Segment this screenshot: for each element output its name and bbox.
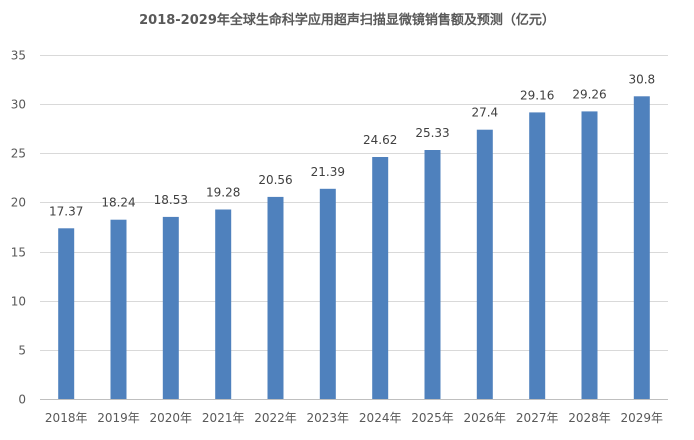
x-tick-label: 2023年	[307, 411, 350, 425]
data-label: 29.26	[572, 87, 606, 101]
bar	[215, 209, 232, 399]
data-label: 19.28	[206, 186, 240, 200]
x-tick-label: 2026年	[464, 411, 507, 425]
gridlines	[40, 55, 668, 400]
data-label: 27.4	[471, 106, 498, 120]
y-axis-ticks: 0 5 10 15 20 25 30 35	[11, 49, 26, 407]
x-tick-label: 2022年	[254, 411, 297, 425]
bar	[319, 188, 336, 399]
bar	[58, 228, 75, 399]
x-tick-label: 2028年	[568, 411, 611, 425]
y-tick-label: 10	[11, 295, 26, 309]
x-tick-label: 2029年	[621, 411, 664, 425]
data-labels: 17.37 18.24 18.53 19.28 20.56 21.39 24.62 25.33…	[49, 72, 655, 218]
data-label: 25.33	[415, 126, 449, 140]
bar	[476, 129, 493, 399]
x-tick-label: 2025年	[411, 411, 454, 425]
x-tick-label: 2020年	[150, 411, 193, 425]
x-axis-ticks: 2018年 2019年 2020年 2021年 2022年 2023年 2024年 2025年…	[45, 411, 663, 425]
data-label: 24.62	[363, 133, 397, 147]
y-tick-label: 35	[11, 49, 26, 63]
data-label: 20.56	[258, 173, 292, 187]
bar	[424, 150, 441, 399]
x-tick-label: 2024年	[359, 411, 402, 425]
data-label: 21.39	[311, 165, 345, 179]
y-tick-label: 30	[11, 98, 26, 112]
bars	[58, 96, 650, 400]
y-tick-label: 5	[18, 344, 26, 358]
data-label: 17.37	[49, 204, 83, 218]
y-tick-label: 20	[11, 196, 26, 210]
x-tick-label: 2019年	[97, 411, 140, 425]
data-label: 30.8	[628, 72, 655, 86]
chart-title: 2018-2029年全球生命科学应用超声扫描显微镜销售额及预测（亿元）	[139, 12, 555, 28]
x-tick-label: 2018年	[45, 411, 88, 425]
y-tick-label: 0	[18, 393, 26, 407]
bar	[372, 157, 389, 399]
bar	[581, 111, 598, 400]
bar	[267, 196, 284, 399]
x-tick-label: 2021年	[202, 411, 245, 425]
data-label: 29.16	[520, 88, 554, 102]
bar	[162, 216, 179, 399]
x-tick-label: 2027年	[516, 411, 559, 425]
data-label: 18.53	[154, 193, 188, 207]
y-tick-label: 25	[11, 147, 26, 161]
bar	[529, 112, 546, 400]
y-tick-label: 15	[11, 246, 26, 260]
bar	[110, 219, 127, 399]
data-label: 18.24	[101, 196, 135, 210]
bar	[633, 96, 650, 400]
